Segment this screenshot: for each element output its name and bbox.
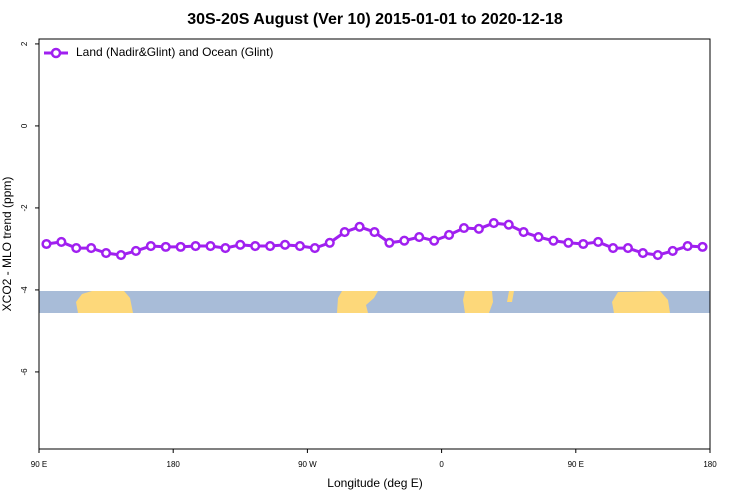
chart-title: 30S-20S August (Ver 10) 2015-01-01 to 20… (187, 11, 563, 28)
point (578, 238, 589, 250)
legend-marker (50, 47, 62, 59)
land (463, 291, 493, 313)
point (369, 227, 380, 238)
land (507, 291, 514, 302)
point (652, 250, 663, 261)
point (697, 241, 708, 252)
point (294, 241, 305, 252)
point (130, 245, 141, 257)
map-strip (39, 291, 710, 313)
point (115, 250, 127, 261)
point (533, 231, 544, 243)
x-tick-label: 90 W (298, 460, 317, 469)
point (160, 241, 171, 252)
point (473, 223, 484, 234)
y-tick-label: -6 (20, 368, 29, 376)
point (265, 241, 276, 252)
point (667, 245, 678, 257)
x-tick-label: 0 (439, 460, 444, 469)
point (444, 229, 455, 241)
legend: Land (Nadir&Glint) and Ocean (Glint) (44, 45, 273, 59)
point (384, 237, 395, 248)
point (608, 243, 619, 254)
point (339, 227, 350, 238)
point (145, 241, 156, 252)
x-axis-label: Longitude (deg E) (327, 476, 422, 490)
point (250, 241, 261, 252)
point (593, 236, 604, 247)
land (76, 291, 133, 313)
point (682, 241, 693, 252)
point (399, 235, 410, 246)
point (548, 235, 559, 246)
point (279, 239, 291, 250)
y-tick-label: 2 (20, 41, 29, 46)
y-axis-label: XCO2 - MLO trend (ppm) (0, 177, 14, 312)
point (71, 243, 82, 254)
point (190, 241, 201, 252)
point (429, 235, 440, 246)
point (235, 239, 246, 250)
point (41, 238, 52, 250)
point (56, 236, 67, 247)
y-tick-label: -4 (20, 286, 29, 294)
point (563, 237, 574, 248)
ocean (39, 291, 710, 313)
x-tick-label: 90 E (568, 460, 584, 469)
point (414, 231, 425, 243)
point (458, 222, 470, 234)
land (337, 291, 378, 313)
point (637, 247, 648, 259)
point (622, 243, 634, 254)
legend-label: Land (Nadir&Glint) and Ocean (Glint) (76, 45, 273, 59)
point (101, 247, 112, 259)
plot-frame (38, 38, 711, 450)
x-tick-label: 180 (167, 460, 181, 469)
point (488, 218, 499, 229)
y-tick-label: -2 (20, 204, 29, 212)
point (354, 221, 365, 232)
x-tick-label: 90 E (31, 460, 47, 469)
point (86, 243, 97, 254)
x-tick-label: 180 (703, 460, 717, 469)
point (324, 237, 335, 248)
point (309, 243, 320, 254)
point (503, 219, 514, 230)
point (175, 241, 186, 252)
point (205, 241, 216, 252)
land (612, 291, 670, 313)
point (220, 243, 231, 254)
y-tick-label: 0 (20, 123, 29, 128)
point (518, 227, 529, 238)
